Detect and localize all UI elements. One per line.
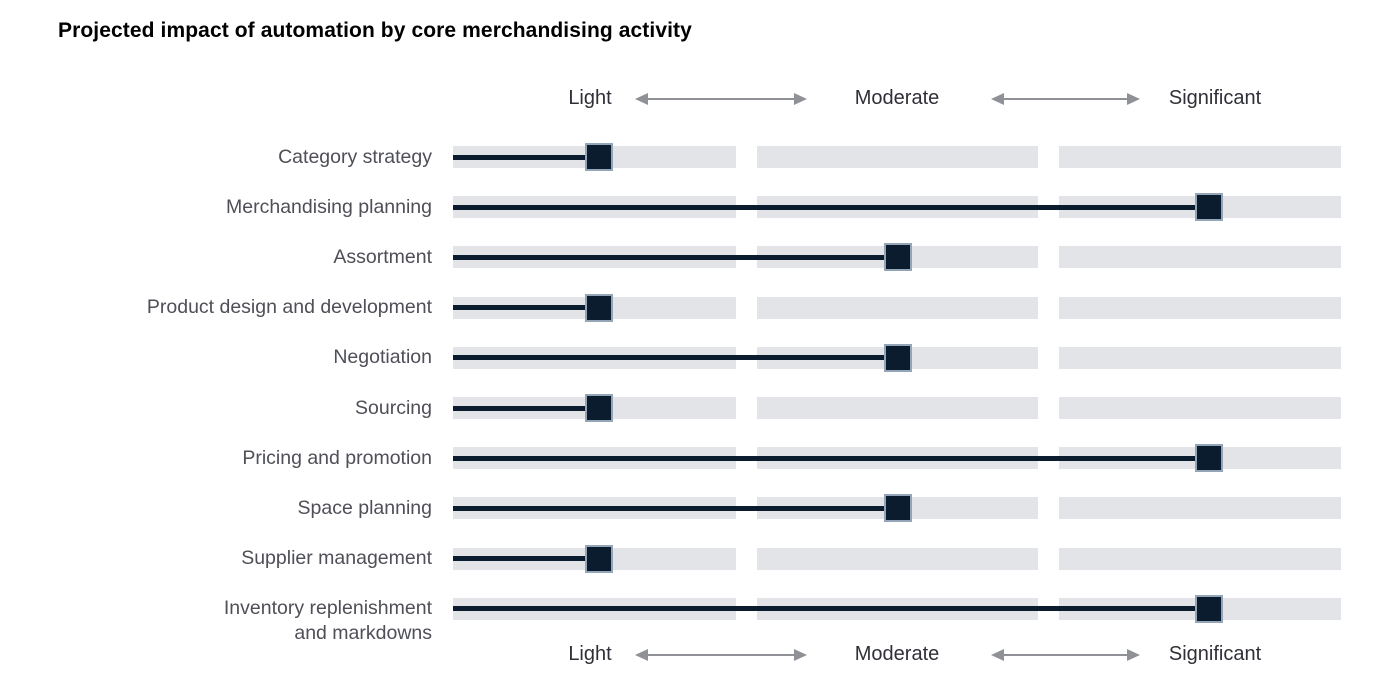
scale-band-moderate: [757, 146, 1038, 168]
row-label: Product design and development: [146, 296, 432, 319]
scale-band-significant: [1059, 497, 1341, 520]
row-label: Supplier management: [241, 547, 432, 570]
impact-line: [453, 606, 1209, 612]
impact-marker: [585, 544, 613, 573]
impact-line: [453, 204, 1209, 210]
row-label: Pricing and promotion: [242, 446, 432, 469]
scale-band-significant: [1059, 146, 1341, 168]
scale-label-light-top: Light: [568, 87, 612, 109]
scale-label-significant-bottom: Significant: [1168, 643, 1262, 665]
impact-marker: [884, 243, 912, 272]
row-label: Assortment: [333, 245, 432, 268]
impact-line: [453, 405, 599, 411]
scale-band-significant: [1059, 346, 1341, 369]
scale-band-moderate: [757, 547, 1038, 570]
scale-band-significant: [1059, 246, 1341, 269]
double-arrow-icon: [635, 93, 807, 105]
scale-label-moderate-bottom: Moderate: [854, 643, 940, 665]
impact-marker: [1195, 444, 1223, 473]
scale-band-significant: [1059, 397, 1341, 419]
scale-label-significant-top: Significant: [1168, 87, 1262, 109]
double-arrow-icon: [991, 93, 1140, 105]
impact-marker: [1195, 193, 1223, 222]
impact-line: [453, 305, 599, 311]
impact-marker: [884, 343, 912, 372]
scale-band-moderate: [757, 397, 1038, 419]
impact-line: [453, 254, 898, 260]
chart-title: Projected impact of automation by core m…: [58, 19, 692, 42]
row-label: Sourcing: [355, 396, 432, 419]
row-label: Inventory replenishment and markdowns: [223, 597, 432, 645]
scale-band-moderate: [757, 296, 1038, 319]
impact-marker: [585, 394, 613, 422]
double-arrow-icon: [991, 649, 1140, 661]
impact-line: [453, 505, 898, 511]
row-label: Merchandising planning: [226, 195, 432, 218]
impact-line: [453, 154, 599, 160]
impact-marker: [1195, 594, 1223, 623]
scale-band-significant: [1059, 547, 1341, 570]
impact-line: [453, 355, 898, 361]
impact-line: [453, 455, 1209, 461]
double-arrow-icon: [635, 649, 807, 661]
scale-band-significant: [1059, 296, 1341, 319]
impact-marker: [884, 494, 912, 523]
impact-marker: [585, 293, 613, 322]
impact-line: [453, 556, 599, 562]
scale-label-light-bottom: Light: [568, 643, 612, 665]
row-label: Space planning: [297, 496, 432, 519]
row-label: Category strategy: [278, 145, 432, 168]
row-label: Negotiation: [333, 346, 432, 369]
scale-label-moderate-top: Moderate: [854, 87, 940, 109]
impact-marker: [585, 143, 613, 171]
